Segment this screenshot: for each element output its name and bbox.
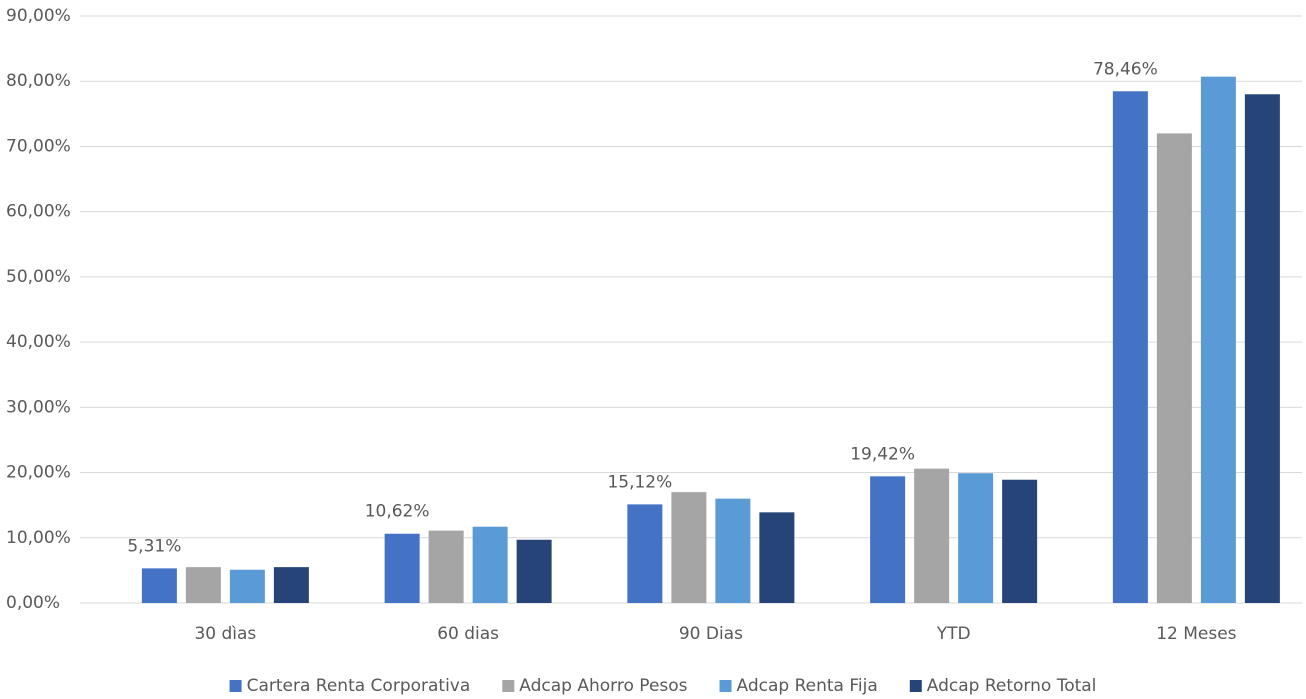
legend-swatch xyxy=(229,680,242,692)
y-tick-label: 40,00% xyxy=(6,332,71,352)
y-tick-label: 80,00% xyxy=(6,71,71,91)
legend-swatch xyxy=(719,680,732,692)
bar xyxy=(384,533,420,603)
legend-swatch xyxy=(502,680,515,692)
data-label: 15,12% xyxy=(607,472,672,492)
bar xyxy=(1112,91,1148,603)
x-tick-label: 30 dìas xyxy=(194,624,256,644)
x-tick-label: 90 Dias xyxy=(679,624,743,644)
bar xyxy=(185,567,221,603)
legend-label: Cartera Renta Corporativa xyxy=(247,676,471,696)
bar xyxy=(1200,76,1236,603)
bar xyxy=(1002,479,1038,603)
legend-label: Adcap Retorno Total xyxy=(927,676,1097,696)
data-label: 78,46% xyxy=(1093,59,1158,79)
bar xyxy=(914,468,950,603)
data-label: 5,31% xyxy=(127,536,181,556)
bar xyxy=(671,492,707,603)
bar xyxy=(273,567,309,603)
bar xyxy=(759,512,795,603)
legend-label: Adcap Ahorro Pesos xyxy=(519,676,687,696)
bar xyxy=(1156,133,1192,603)
bar xyxy=(516,539,552,603)
x-tick-label: 12 Meses xyxy=(1156,624,1236,644)
y-tick-label: 90,00% xyxy=(6,6,71,26)
bar xyxy=(1244,94,1280,604)
legend-swatch xyxy=(909,680,922,692)
bar xyxy=(627,504,663,603)
y-tick-label: 70,00% xyxy=(6,136,71,156)
y-tick-label: 10,00% xyxy=(6,528,71,548)
data-label: 19,42% xyxy=(850,444,915,464)
bar xyxy=(229,569,265,603)
bar xyxy=(472,526,508,603)
data-label: 10,62% xyxy=(365,502,430,522)
bar xyxy=(141,568,177,603)
x-tick-label: YTD xyxy=(936,624,971,644)
x-tick-label: 60 dias xyxy=(437,624,499,644)
bar xyxy=(715,498,751,603)
y-tick-label: 60,00% xyxy=(6,202,71,222)
y-tick-label: 0,00% xyxy=(6,593,60,613)
y-tick-label: 20,00% xyxy=(6,463,71,483)
bar xyxy=(428,530,464,603)
bar xyxy=(958,473,994,603)
bar xyxy=(870,476,906,603)
y-tick-label: 30,00% xyxy=(6,397,71,417)
y-tick-label: 50,00% xyxy=(6,267,71,287)
legend-label: Adcap Renta Fija xyxy=(737,676,878,696)
